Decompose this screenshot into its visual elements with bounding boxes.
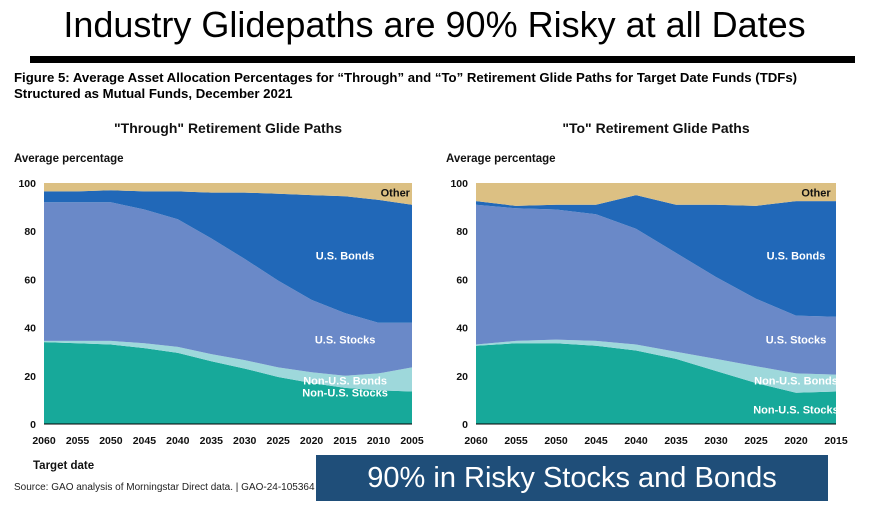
series-label-non-us-bonds-1: Non-U.S. Bonds	[754, 376, 838, 388]
x-tick-label-0: 2025	[267, 435, 291, 447]
area-us-stocks-1	[476, 204, 836, 375]
series-label-us-bonds-0: U.S. Bonds	[316, 250, 375, 262]
series-label-non-us-bonds-0: Non-U.S. Bonds	[303, 376, 387, 388]
area-us-bonds-1	[476, 195, 836, 317]
x-tick-label-1: 2060	[464, 435, 488, 447]
x-tick-label-1: 2035	[664, 435, 688, 447]
x-tick-label-0: 2035	[200, 435, 224, 447]
series-label-non-us-stocks-1: Non-U.S. Stocks	[753, 405, 839, 417]
series-label-other-0: Other	[381, 188, 411, 200]
area-non-us-stocks-1	[476, 343, 836, 424]
x-tick-label-0: 2005	[400, 435, 424, 447]
y-tick-label-1: 60	[456, 274, 468, 286]
x-tick-label-1: 2015	[824, 435, 848, 447]
x-tick-label-1: 2030	[704, 435, 728, 447]
x-tick-label-1: 2025	[744, 435, 768, 447]
x-tick-label-0: 2040	[166, 435, 190, 447]
y-tick-label-0: 100	[18, 178, 36, 190]
x-tick-label-1: 2040	[624, 435, 648, 447]
figure-title-line2: Structured as Mutual Funds, December 202…	[14, 86, 293, 101]
x-tick-label-1: 2055	[504, 435, 528, 447]
figure-title: Figure 5: Average Asset Allocation Perce…	[14, 70, 864, 102]
x-tick-label-0: 2020	[300, 435, 324, 447]
figure-title-line1: Figure 5: Average Asset Allocation Perce…	[14, 70, 798, 85]
area-us-bonds-0	[44, 190, 412, 323]
x-tick-label-1: 2050	[544, 435, 568, 447]
title-rule	[30, 56, 855, 63]
area-non-us-bonds-1	[476, 339, 836, 393]
xlabel: Target date	[33, 460, 95, 472]
area-non-us-stocks-0	[44, 342, 412, 424]
y-tick-label-0: 40	[24, 323, 36, 335]
callout-box: 90% in Risky Stocks and Bonds	[316, 455, 828, 501]
panel-title-to: "To" Retirement Glide Paths	[562, 120, 750, 136]
source-note: Source: GAO analysis of Morningstar Dire…	[14, 482, 315, 493]
series-label-us-stocks-1: U.S. Stocks	[766, 335, 827, 347]
x-tick-label-0: 2045	[133, 435, 157, 447]
y-tick-label-1: 100	[450, 178, 468, 190]
x-tick-label-0: 2055	[66, 435, 90, 447]
y-tick-label-1: 0	[462, 419, 468, 431]
panel-title-through: "Through" Retirement Glide Paths	[114, 120, 342, 136]
series-label-other-1: Other	[801, 188, 831, 200]
y-tick-label-1: 80	[456, 226, 468, 238]
slide-title: Industry Glidepaths are 90% Risky at all…	[63, 4, 806, 45]
x-tick-label-1: 2020	[784, 435, 808, 447]
ylabel-through: Average percentage	[14, 153, 124, 165]
y-tick-label-0: 0	[30, 419, 36, 431]
area-non-us-bonds-0	[44, 340, 412, 392]
ylabel-to: Average percentage	[446, 153, 556, 165]
area-other-1	[476, 183, 836, 206]
area-other-0	[44, 183, 412, 205]
series-label-us-stocks-0: U.S. Stocks	[315, 335, 376, 347]
x-tick-label-1: 2045	[584, 435, 608, 447]
y-tick-label-0: 20	[24, 371, 36, 383]
x-tick-label-0: 2015	[333, 435, 357, 447]
y-tick-label-0: 60	[24, 274, 36, 286]
y-tick-label-1: 20	[456, 371, 468, 383]
x-tick-label-0: 2010	[367, 435, 391, 447]
series-label-non-us-stocks-0: Non-U.S. Stocks	[302, 388, 388, 400]
x-tick-label-0: 2060	[32, 435, 56, 447]
y-tick-label-0: 80	[24, 226, 36, 238]
y-tick-label-1: 40	[456, 323, 468, 335]
series-label-us-bonds-1: U.S. Bonds	[767, 250, 826, 262]
area-us-stocks-0	[44, 202, 412, 376]
x-tick-label-0: 2050	[99, 435, 123, 447]
x-tick-label-0: 2030	[233, 435, 257, 447]
